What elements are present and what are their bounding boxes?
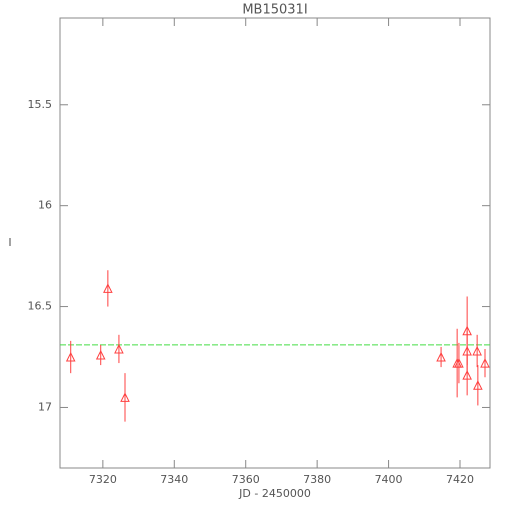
point [103,283,113,293]
plot-frame [59,17,491,469]
point [114,343,124,354]
x-tick-label: 7400 [375,473,403,486]
x-tick-label: 7380 [303,473,331,486]
point [462,370,472,380]
point [480,357,490,368]
x-tick-label: 7360 [232,473,260,486]
x-axis-label: JD - 2450000 [238,487,311,500]
point [472,345,482,356]
point [436,351,446,362]
point [454,357,464,368]
x-tick-label: 7420 [446,473,474,486]
chart-title: MB15031I [242,3,307,18]
x-tick-label: 7320 [89,473,117,486]
y-tick-label: 16 [38,199,52,212]
point [473,380,483,390]
y-tick-label: 17 [38,400,52,413]
point [462,345,472,356]
y-tick-label: 16.5 [28,300,53,313]
y-tick-label: 15.5 [28,98,53,111]
point [95,349,106,360]
point [65,351,76,362]
point [120,392,130,402]
x-tick-label: 7340 [160,473,188,486]
y-axis-label: I [8,236,11,249]
